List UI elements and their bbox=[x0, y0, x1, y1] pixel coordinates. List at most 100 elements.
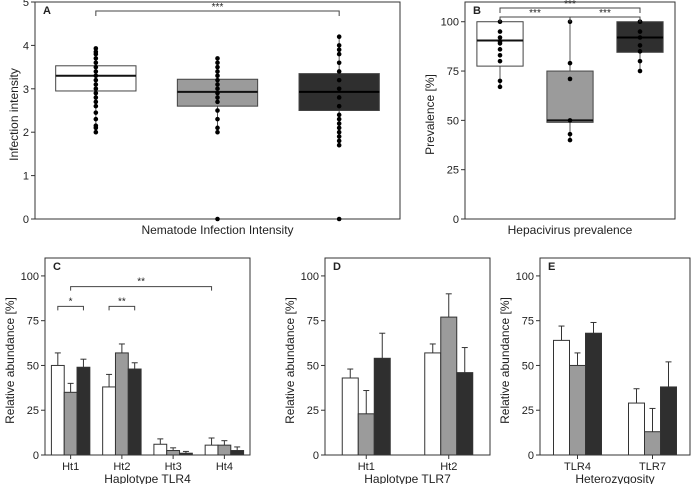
bar bbox=[153, 443, 168, 456]
significance-label: *** bbox=[599, 8, 611, 19]
bar bbox=[628, 402, 645, 456]
data-point bbox=[567, 118, 573, 123]
data-point bbox=[93, 49, 99, 55]
plot-frame bbox=[324, 257, 491, 456]
data-point bbox=[93, 116, 99, 122]
y-axis-label: Infection intensity bbox=[7, 68, 21, 161]
data-point bbox=[215, 95, 220, 100]
x-axis-label: Haplotype TLR4 bbox=[104, 472, 191, 484]
data-point bbox=[336, 112, 342, 118]
panel-label: C bbox=[53, 261, 61, 273]
data-point bbox=[215, 56, 220, 61]
y-tick-label: 75 bbox=[27, 316, 39, 328]
x-axis-label: Haplotype TLR7 bbox=[364, 472, 451, 484]
y-tick-label: 75 bbox=[447, 66, 459, 78]
x-axis-label: Heterozygosity bbox=[575, 472, 654, 484]
y-tick-label: 50 bbox=[307, 360, 319, 372]
panel-b: 0 25 50 75 100 B Prevalence [%] Hepacivirus pre… bbox=[423, 0, 676, 237]
data-point bbox=[336, 86, 342, 92]
data-point bbox=[215, 73, 220, 79]
data-point bbox=[497, 35, 503, 40]
data-point bbox=[215, 60, 220, 66]
y-tick-label: 100 bbox=[441, 17, 459, 29]
significance-bracket bbox=[57, 305, 84, 311]
y-axis-label: Relative abundance [%] bbox=[498, 297, 512, 424]
bar bbox=[456, 372, 474, 456]
data-point bbox=[567, 76, 573, 82]
data-point bbox=[336, 138, 342, 144]
data-point bbox=[215, 69, 220, 74]
bar bbox=[660, 386, 677, 456]
data-point bbox=[93, 46, 99, 51]
data-point bbox=[93, 123, 99, 128]
data-point bbox=[567, 137, 573, 143]
data-point bbox=[336, 121, 342, 126]
data-point bbox=[93, 99, 99, 105]
bar bbox=[373, 357, 391, 456]
bar bbox=[440, 316, 458, 456]
data-point bbox=[93, 129, 99, 135]
panel-label: B bbox=[473, 5, 481, 17]
significance-bracket bbox=[70, 286, 213, 291]
bar bbox=[114, 352, 129, 456]
y-tick-label: 4 bbox=[23, 40, 29, 52]
x-axis-label: Nematode Infection Intensity bbox=[141, 223, 293, 237]
data-point bbox=[637, 49, 643, 54]
data-point bbox=[497, 78, 503, 84]
plot-frame bbox=[44, 257, 251, 456]
x-tick-label: TLR4 bbox=[564, 461, 591, 473]
bar bbox=[357, 413, 375, 456]
y-tick-label: 25 bbox=[307, 405, 319, 417]
significance-label: *** bbox=[529, 8, 541, 19]
significance-bracket bbox=[499, 7, 641, 13]
data-point bbox=[336, 51, 342, 57]
data-point bbox=[336, 43, 342, 48]
data-point bbox=[215, 116, 220, 122]
y-tick-label: 0 bbox=[453, 214, 459, 226]
data-point bbox=[93, 86, 99, 92]
data-point bbox=[215, 82, 220, 87]
bar bbox=[166, 450, 181, 456]
y-tick-label: 0 bbox=[33, 450, 39, 462]
significance-label: ** bbox=[118, 296, 126, 307]
panel-a: 0 1 2 3 4 5 A Infection intensity Nematode Infec… bbox=[7, 0, 401, 237]
data-point bbox=[336, 142, 342, 148]
data-point bbox=[336, 103, 342, 109]
y-tick-label: 100 bbox=[301, 271, 319, 283]
y-tick-label: 50 bbox=[522, 360, 534, 372]
data-point bbox=[215, 64, 220, 70]
y-tick-label: 50 bbox=[447, 115, 459, 127]
data-point bbox=[215, 99, 220, 105]
data-point bbox=[93, 103, 99, 109]
bar bbox=[553, 339, 570, 456]
data-point bbox=[336, 47, 342, 53]
data-point bbox=[567, 60, 573, 66]
y-axis-label: Relative abundance [%] bbox=[3, 297, 17, 424]
y-tick-label: 75 bbox=[522, 316, 534, 328]
data-point bbox=[93, 60, 99, 66]
data-point bbox=[215, 129, 220, 135]
significance-label: *** bbox=[212, 2, 224, 13]
y-tick-label: 50 bbox=[27, 360, 39, 372]
data-point bbox=[215, 86, 220, 92]
bar bbox=[341, 377, 359, 456]
data-point bbox=[336, 60, 342, 66]
data-point bbox=[637, 58, 643, 64]
data-point bbox=[497, 29, 503, 34]
data-point bbox=[93, 73, 99, 79]
data-point bbox=[93, 77, 99, 83]
y-tick-label: 0 bbox=[313, 450, 319, 462]
bar bbox=[179, 452, 193, 456]
data-point bbox=[497, 39, 503, 44]
data-point bbox=[637, 68, 643, 74]
data-point bbox=[93, 110, 99, 115]
data-point bbox=[215, 216, 220, 222]
y-tick-label: 2 bbox=[23, 127, 29, 139]
bar bbox=[50, 364, 65, 456]
y-tick-label: 100 bbox=[21, 271, 39, 283]
bar bbox=[102, 386, 116, 456]
data-point bbox=[336, 34, 342, 40]
data-point bbox=[497, 52, 503, 58]
bar bbox=[424, 352, 442, 456]
